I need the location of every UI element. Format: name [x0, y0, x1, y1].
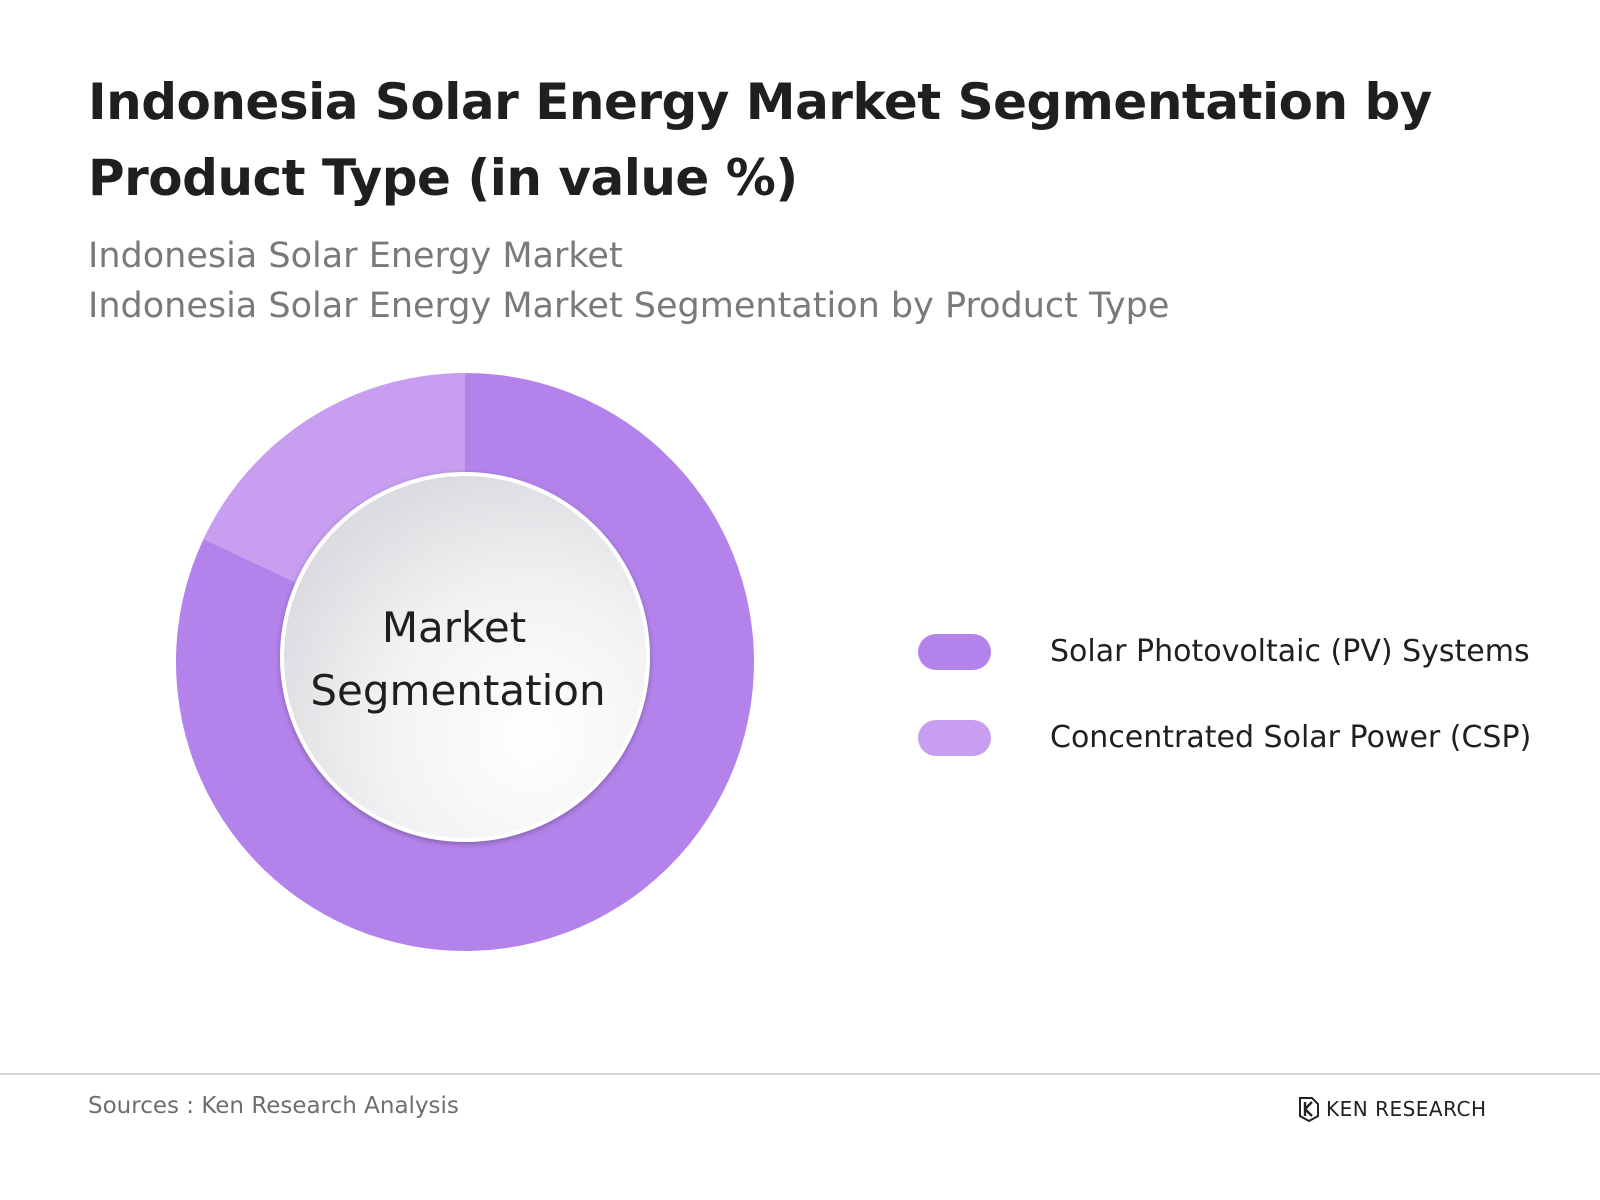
chart-subtitle-segmentation: Indonesia Solar Energy Market Segmentati…	[88, 286, 1170, 326]
chart-title: Indonesia Solar Energy Market Segmentati…	[88, 73, 1432, 207]
source-note: Sources : Ken Research Analysis	[88, 1093, 459, 1119]
legend-label-pv: Solar Photovoltaic (PV) Systems	[1050, 634, 1530, 669]
center-label-line2: Segmentation	[310, 666, 605, 715]
footer-divider	[0, 1073, 1600, 1075]
legend-swatch-pv	[918, 634, 991, 670]
center-label-line1: Market	[382, 603, 526, 652]
ken-research-logo-mark-icon	[1299, 1097, 1319, 1122]
legend-swatch-csp	[918, 720, 991, 756]
ken-research-logo: KEN RESEARCH	[1298, 1094, 1487, 1124]
donut-chart: Market Segmentation	[175, 373, 754, 951]
donut-center-disc	[280, 472, 650, 842]
ken-research-logo-text: KEN RESEARCH	[1326, 1097, 1487, 1121]
legend-label-csp: Concentrated Solar Power (CSP)	[1050, 720, 1532, 755]
chart-subtitle-market: Indonesia Solar Energy Market	[88, 236, 623, 276]
